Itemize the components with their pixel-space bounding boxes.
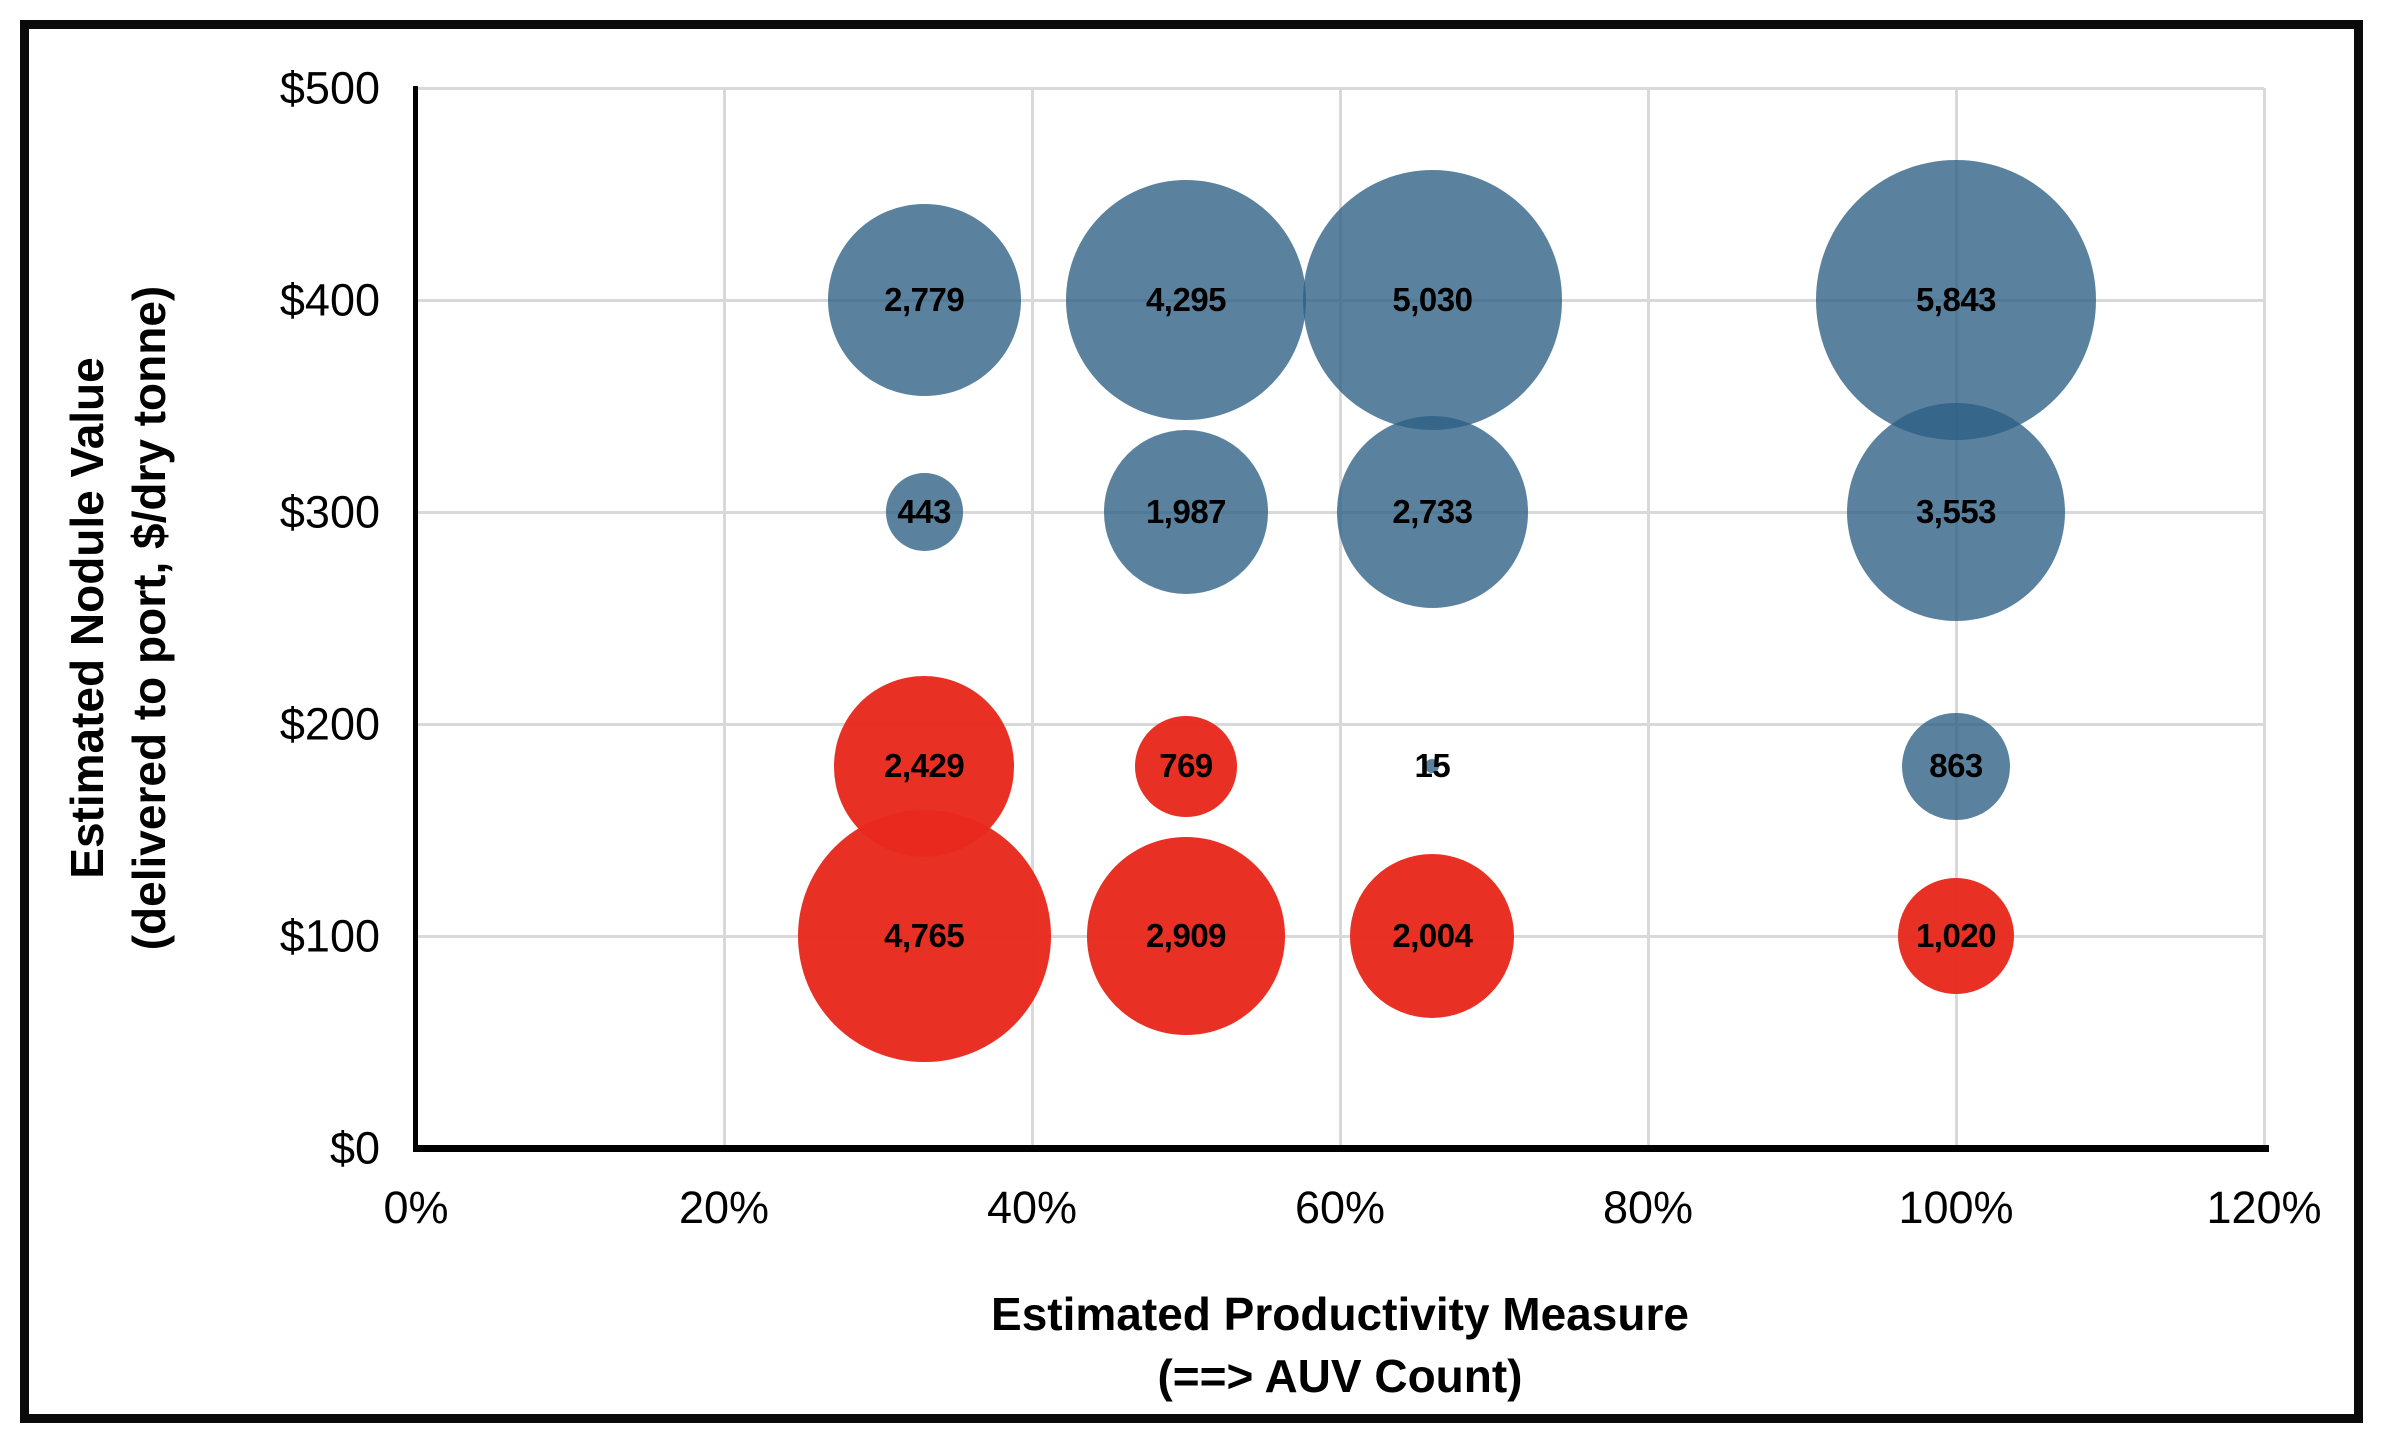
bubble <box>1104 430 1268 594</box>
gridline-vertical <box>1646 88 1650 1148</box>
bubble <box>1902 712 2010 821</box>
bubble-label: 5,030 <box>1392 281 1473 318</box>
bubble-label: 2,429 <box>884 747 965 785</box>
x-tick-label: 100% <box>1898 1182 2014 1233</box>
chart-frame <box>20 20 2363 1423</box>
bubble-label: 4,295 <box>1145 281 1227 318</box>
bubble-label: 4,765 <box>884 917 965 954</box>
bubble-label: 863 <box>1929 747 1983 785</box>
gridline-horizontal <box>416 86 2264 90</box>
y-axis-title-line1: Estimated Nodule Value <box>61 357 113 879</box>
bubble-label: 2,909 <box>1145 917 1227 954</box>
gridline-horizontal <box>416 722 2264 726</box>
bubble-label: 443 <box>897 493 951 530</box>
y-tick-label: $300 <box>279 486 380 538</box>
bubble-label: 769 <box>1159 747 1213 785</box>
bubble <box>1087 837 1285 1035</box>
bubble-label: 1,020 <box>1915 917 1997 954</box>
x-axis-line <box>413 1145 2269 1152</box>
bubble <box>1066 180 1306 420</box>
x-tick-label: 120% <box>2206 1182 2322 1233</box>
bubble <box>1302 170 1563 430</box>
x-tick-label: 0% <box>383 1182 449 1233</box>
bubble-label: 2,733 <box>1392 493 1473 530</box>
bubble-label: 2,779 <box>884 281 965 318</box>
y-axis-line <box>413 86 418 1151</box>
y-axis-title: Estimated Nodule Value (delivered to por… <box>56 286 180 951</box>
x-axis-title: Estimated Productivity Measure (==> AUV … <box>416 1283 2264 1407</box>
gridline-vertical <box>1338 88 1342 1148</box>
x-tick-label: 40% <box>986 1182 1078 1233</box>
y-tick-label: $200 <box>279 698 380 750</box>
bubble <box>1846 402 2066 622</box>
gridline-vertical <box>2262 88 2266 1148</box>
bubble <box>1897 877 2015 995</box>
bubble <box>1425 759 1440 774</box>
y-tick-label: $100 <box>279 910 380 962</box>
y-axis-title-line2: (delivered to port, $/dry tonne) <box>123 285 175 951</box>
x-tick-label: 20% <box>678 1182 770 1233</box>
y-tick-label: $500 <box>279 62 380 114</box>
x-axis-title-line2: (==> AUV Count) <box>1157 1350 1523 1402</box>
bubble <box>827 203 1021 397</box>
x-tick-label: 80% <box>1602 1182 1694 1233</box>
bubble-label: 5,843 <box>1915 281 1997 318</box>
x-tick-label: 60% <box>1294 1182 1386 1233</box>
bubble <box>834 676 1015 857</box>
bubble <box>885 473 963 551</box>
bubble <box>1816 160 2096 440</box>
bubble <box>1135 715 1237 818</box>
bubble-label: 15 <box>1414 747 1451 785</box>
x-axis-title-line1: Estimated Productivity Measure <box>991 1288 1689 1340</box>
gridline-horizontal <box>416 934 2264 938</box>
bubble <box>1336 416 1529 608</box>
bubble-label: 2,004 <box>1392 917 1473 954</box>
bubble-label: 1,987 <box>1145 493 1227 530</box>
y-tick-label: $400 <box>279 274 380 326</box>
bubble-label: 3,553 <box>1915 493 1997 530</box>
gridline-vertical <box>722 88 726 1148</box>
gridline-vertical <box>1030 88 1034 1148</box>
bubble <box>1350 854 1515 1018</box>
y-tick-label: $0 <box>329 1122 380 1174</box>
